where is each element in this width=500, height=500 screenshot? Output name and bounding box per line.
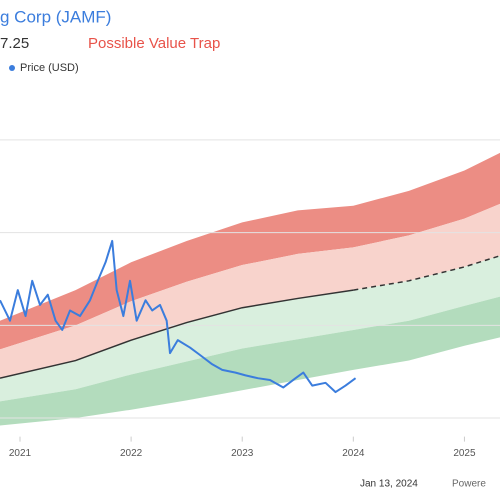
- valuation-band: [0, 296, 500, 426]
- value-line: [353, 255, 500, 291]
- valuation-band: [0, 152, 500, 350]
- x-tick-label: 2024: [342, 448, 365, 459]
- annotation: Possible Value Trap: [88, 35, 220, 52]
- subtitle: 7.25: [0, 35, 29, 52]
- valuation-band: [0, 203, 500, 379]
- x-tick-label: 2025: [453, 448, 476, 459]
- x-tick-label: 2022: [120, 448, 143, 459]
- value-line: [0, 289, 354, 379]
- date: Jan 13, 2024: [360, 479, 418, 490]
- legend-marker: [9, 65, 15, 71]
- valuation-band: [0, 255, 500, 402]
- legend-label[interactable]: Price (USD): [20, 62, 79, 74]
- chart-title: g Corp (JAMF): [0, 7, 111, 26]
- x-tick-label: 2021: [9, 448, 32, 459]
- x-tick-label: 2023: [231, 448, 254, 459]
- price-line: [0, 239, 357, 394]
- footer: Powere: [452, 479, 486, 490]
